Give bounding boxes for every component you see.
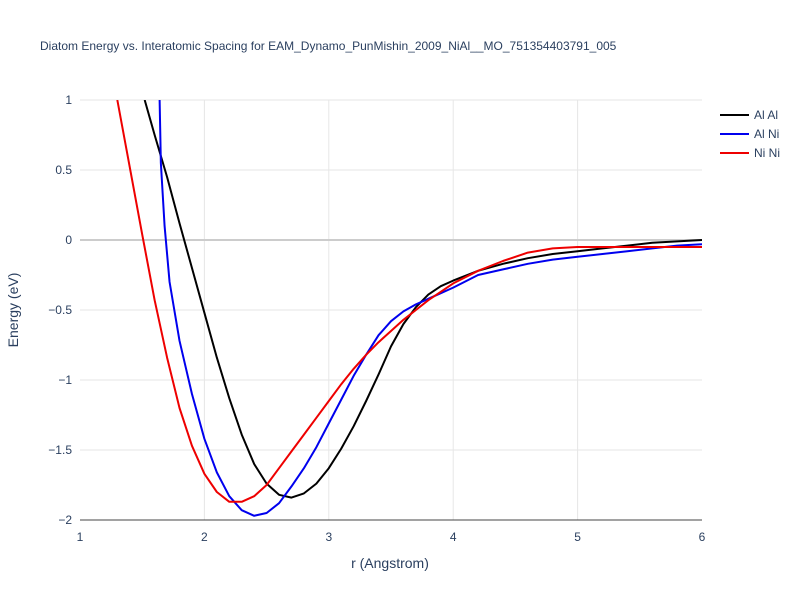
- x-axis-title: r (Angstrom): [351, 555, 429, 571]
- x-tick-label: 4: [450, 530, 457, 544]
- series-line-al-al: [143, 100, 702, 499]
- legend: Al Al Al Ni Ni Ni: [720, 108, 780, 160]
- x-tick-label: 2: [201, 530, 208, 544]
- series-line-ni-ni: [116, 100, 702, 503]
- y-tick-labels: 1 0.5 0 −0.5 −1 −1.5 −2: [48, 93, 72, 527]
- y-tick-label: −1: [58, 373, 72, 387]
- legend-item-al-ni[interactable]: Al Ni: [720, 127, 779, 141]
- legend-label: Al Al: [754, 108, 778, 122]
- x-tick-label: 1: [77, 530, 84, 544]
- series-line-al-ni: [158, 100, 702, 517]
- chart-title: Diatom Energy vs. Interatomic Spacing fo…: [40, 39, 617, 53]
- y-tick-label: −2: [58, 513, 72, 527]
- series-lines: [116, 100, 702, 517]
- x-tick-labels: 1 2 3 4 5 6: [77, 530, 706, 544]
- x-tick-label: 6: [699, 530, 706, 544]
- y-axis-title: Energy (eV): [5, 273, 21, 348]
- legend-item-ni-ni[interactable]: Ni Ni: [720, 146, 780, 160]
- legend-label: Ni Ni: [754, 146, 780, 160]
- y-tick-label: 0: [65, 233, 72, 247]
- y-tick-label: −1.5: [48, 443, 72, 457]
- y-tick-label: 1: [65, 93, 72, 107]
- y-tick-label: 0.5: [55, 163, 72, 177]
- y-tick-label: −0.5: [48, 303, 72, 317]
- x-tick-label: 3: [325, 530, 332, 544]
- legend-label: Al Ni: [754, 127, 779, 141]
- x-tick-label: 5: [574, 530, 581, 544]
- legend-item-al-al[interactable]: Al Al: [720, 108, 778, 122]
